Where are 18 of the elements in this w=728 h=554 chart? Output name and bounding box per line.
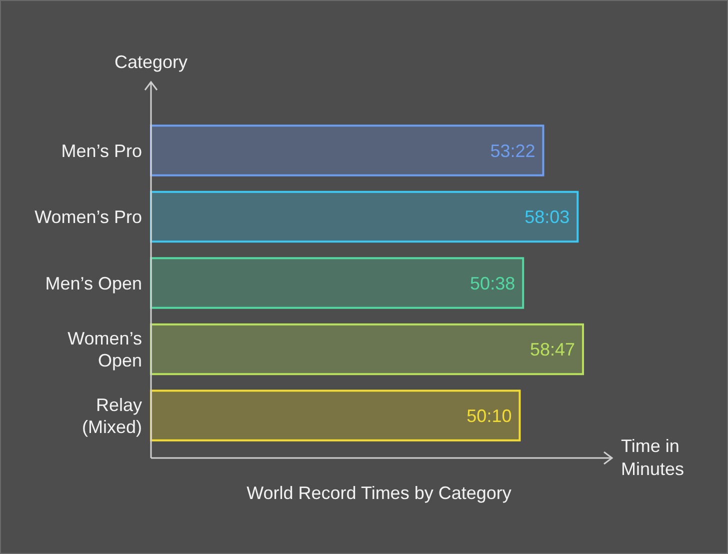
bar [150,323,584,376]
data-label: 58:03 [524,207,570,228]
text: World Record Times by Category [246,483,512,503]
data-label: 58:47 [530,340,575,360]
y-tick-label: Women’s Pro [34,207,142,228]
x-axis-title: Time in Minutes [621,436,684,479]
y-tick-label: Relay (Mixed) [82,394,142,437]
y-tick-label: Men’s Open [45,273,142,294]
bar [150,124,544,176]
bar [150,190,579,243]
data-label: 53:22 [490,140,536,161]
bar [150,257,524,309]
y-tick-label: Men’s Pro [61,140,142,161]
bar [150,390,521,442]
data-label: 50:38 [470,273,516,294]
y-tick-label: Women’s Open [68,328,142,371]
data-label: 50:10 [466,406,512,426]
y-axis-title: Category [114,52,188,72]
